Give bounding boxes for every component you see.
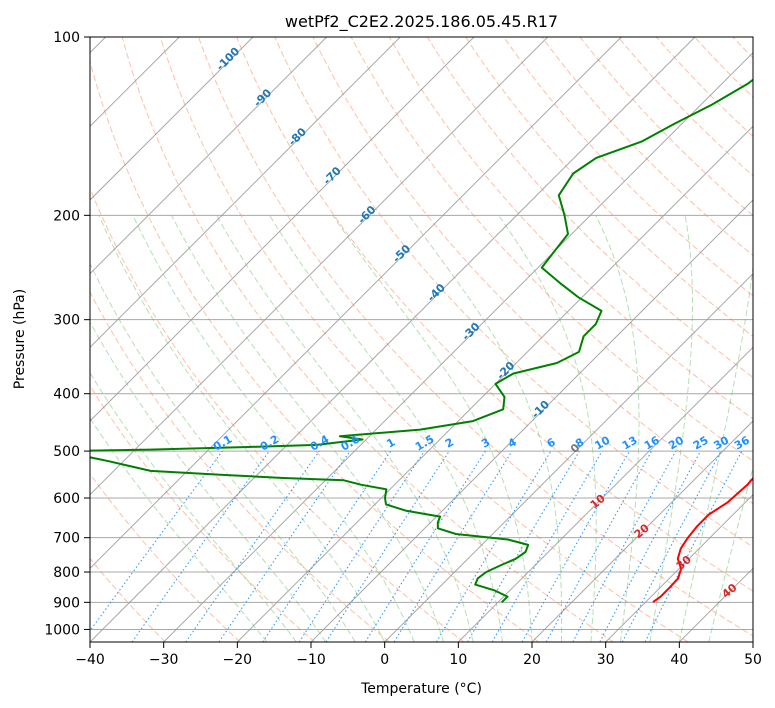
moist-adiabat-line: [216, 215, 474, 642]
dry-adiabat-line: [274, 37, 753, 548]
mixing-ratio-line: [325, 450, 450, 642]
y-tick-label: 400: [53, 387, 80, 403]
dewpoint-line: [90, 78, 753, 604]
isotherm-line: [90, 37, 622, 570]
isotherm-line: [605, 493, 753, 642]
mixing-ratio-line: [644, 450, 743, 642]
x-axis: −40 −30 −20 −10 0 10 20 30 40 50: [75, 642, 762, 668]
y-tick-label: 900: [53, 595, 80, 611]
plot-frame: [89, 36, 754, 643]
moist-adiabat-line: [90, 321, 327, 642]
isotherm-line: [384, 272, 753, 642]
moist-adiabat-line: [90, 262, 356, 642]
isotherm-line: [90, 37, 696, 642]
dry-adiabat-line: [388, 37, 753, 420]
dry-adiabat-line: [121, 37, 614, 642]
plot-area: -100-90-80-70-60-50-40-30-20-1000.1 0.2 0.…: [90, 37, 753, 642]
mixing-ratio-line: [521, 450, 630, 642]
dry-adiabat-line: [503, 37, 753, 297]
isotherm-line: [310, 199, 753, 642]
x-tick-label: −30: [149, 652, 179, 668]
y-tick-label: 500: [53, 444, 80, 460]
isotherm-line: [236, 125, 753, 642]
y-tick-label: 100: [53, 30, 80, 46]
moist-adiabat-line: [498, 215, 597, 642]
y-tick-label: 800: [53, 565, 80, 581]
x-axis-label: Temperature (°C): [360, 681, 482, 697]
temperature-line: [652, 476, 753, 603]
isotherm-line: [90, 37, 328, 275]
dry-adiabat-line: [90, 186, 465, 642]
moist-adiabat-line: [90, 417, 268, 642]
y-tick-label: 700: [53, 531, 80, 547]
dry-adiabat-line: [90, 291, 390, 642]
y-tick-label: 200: [53, 208, 80, 224]
moist-adiabat-line: [132, 215, 415, 642]
mixing-ratio-line: [218, 450, 351, 642]
dry-adiabat-line: [159, 37, 689, 642]
isotherm-line: [90, 37, 475, 422]
x-tick-label: −40: [75, 652, 105, 668]
moist-adiabat-line: [408, 215, 563, 642]
isotherm-line: [90, 37, 401, 349]
isotherm-line: [90, 37, 549, 496]
isotherm-line: [457, 346, 753, 642]
dry-adiabat-line: [236, 37, 753, 592]
mixing-ratio-line: [393, 450, 513, 642]
x-tick-label: 10: [449, 652, 467, 668]
mixing-ratio-line: [298, 450, 425, 642]
moist-adiabat-line: [708, 465, 753, 642]
moist-adiabat-line: [90, 371, 297, 642]
dry-adiabat-line: [90, 557, 166, 642]
moist-adiabat-line: [171, 215, 445, 642]
isotherm-line: [531, 420, 753, 642]
moist-adiabat-line: [595, 215, 640, 642]
dry-adiabat-line: [90, 472, 241, 642]
chart-title: wetPf2_C2E2.2025.186.05.45.R17: [285, 12, 558, 32]
x-tick-label: 30: [597, 652, 615, 668]
dry-adiabat-line: [90, 59, 540, 642]
mixing-ratio-line: [262, 450, 392, 642]
isotherm-line: [90, 37, 254, 201]
y-tick-label: 600: [53, 491, 80, 507]
x-tick-label: 50: [744, 652, 762, 668]
dry-adiabat-line: [312, 37, 753, 505]
x-tick-label: −20: [223, 652, 253, 668]
isotherm-line: [163, 51, 753, 642]
mixing-ratio-line: [185, 450, 320, 642]
mixing-ratio-line: [90, 450, 223, 632]
x-tick-label: 0: [380, 652, 389, 668]
mixing-ratio-line: [545, 450, 653, 642]
x-tick-label: −10: [296, 652, 326, 668]
moist-adiabat-line: [269, 215, 503, 642]
moist-adiabat-line: [649, 215, 693, 642]
y-axis: 100 200 300 400 500 600 700 800 900 1000: [44, 30, 90, 638]
moist-adiabat-line: [678, 263, 753, 642]
dry-adiabat-line: [465, 37, 753, 338]
moist-adiabat-line: [332, 215, 533, 642]
x-tick-label: 20: [523, 652, 541, 668]
dry-adiabat-line: [90, 384, 316, 642]
y-tick-label: 1000: [44, 622, 80, 638]
x-tick-label: 40: [670, 652, 688, 668]
mixing-ratio-line: [572, 450, 677, 642]
dry-adiabat-line: [350, 37, 753, 462]
mixing-ratio-line: [131, 450, 270, 642]
y-tick-label: 300: [53, 313, 80, 329]
y-axis-label: Pressure (hPa): [12, 289, 28, 389]
